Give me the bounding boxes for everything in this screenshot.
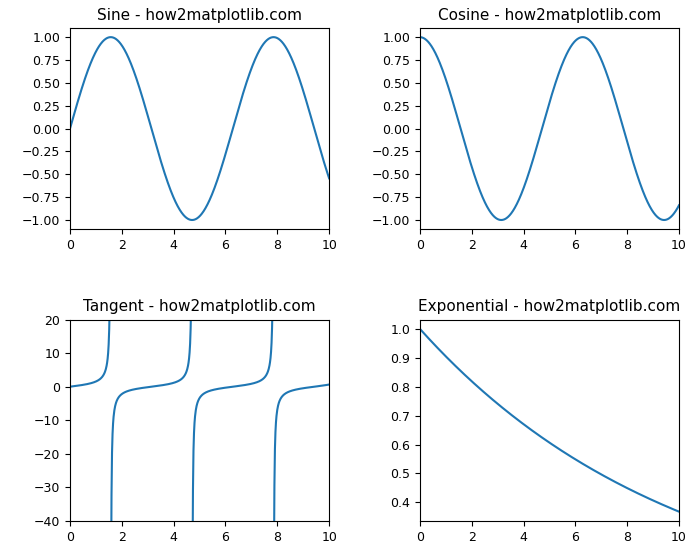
Title: Cosine - how2matplotlib.com: Cosine - how2matplotlib.com — [438, 8, 661, 22]
Title: Sine - how2matplotlib.com: Sine - how2matplotlib.com — [97, 8, 302, 22]
Title: Tangent - how2matplotlib.com: Tangent - how2matplotlib.com — [83, 300, 316, 314]
Title: Exponential - how2matplotlib.com: Exponential - how2matplotlib.com — [419, 300, 680, 314]
